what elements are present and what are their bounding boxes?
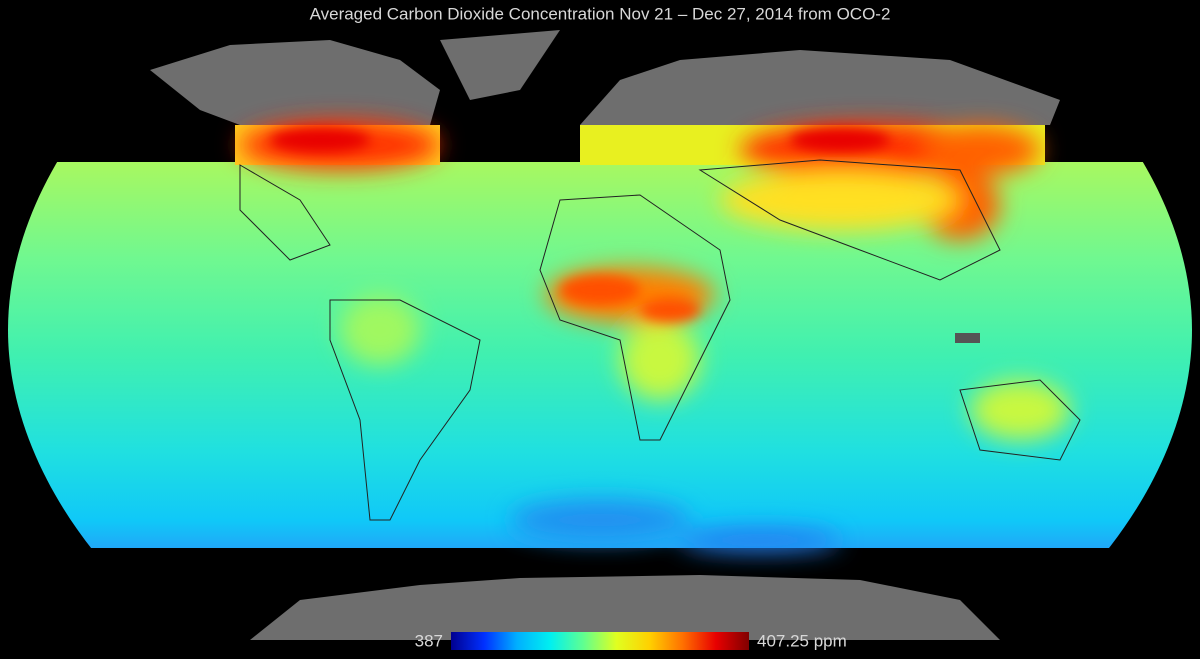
land-eurasia xyxy=(580,50,1060,125)
land-greenland xyxy=(440,30,560,100)
land-antarctica xyxy=(250,575,1000,640)
colorbar-label: 387 xyxy=(415,631,443,650)
concentration-hotspots xyxy=(270,128,890,322)
land-north-america xyxy=(150,40,440,125)
colorbar-label: 407.25 ppm xyxy=(757,631,847,650)
no-data-patch xyxy=(955,333,980,343)
data-band xyxy=(8,162,1192,548)
title: Averaged Carbon Dioxide Concentration No… xyxy=(310,4,891,23)
colorbar-labels: 387 407.25 ppm xyxy=(415,631,847,650)
colorbar xyxy=(451,632,749,650)
coastlines xyxy=(239,159,1081,521)
